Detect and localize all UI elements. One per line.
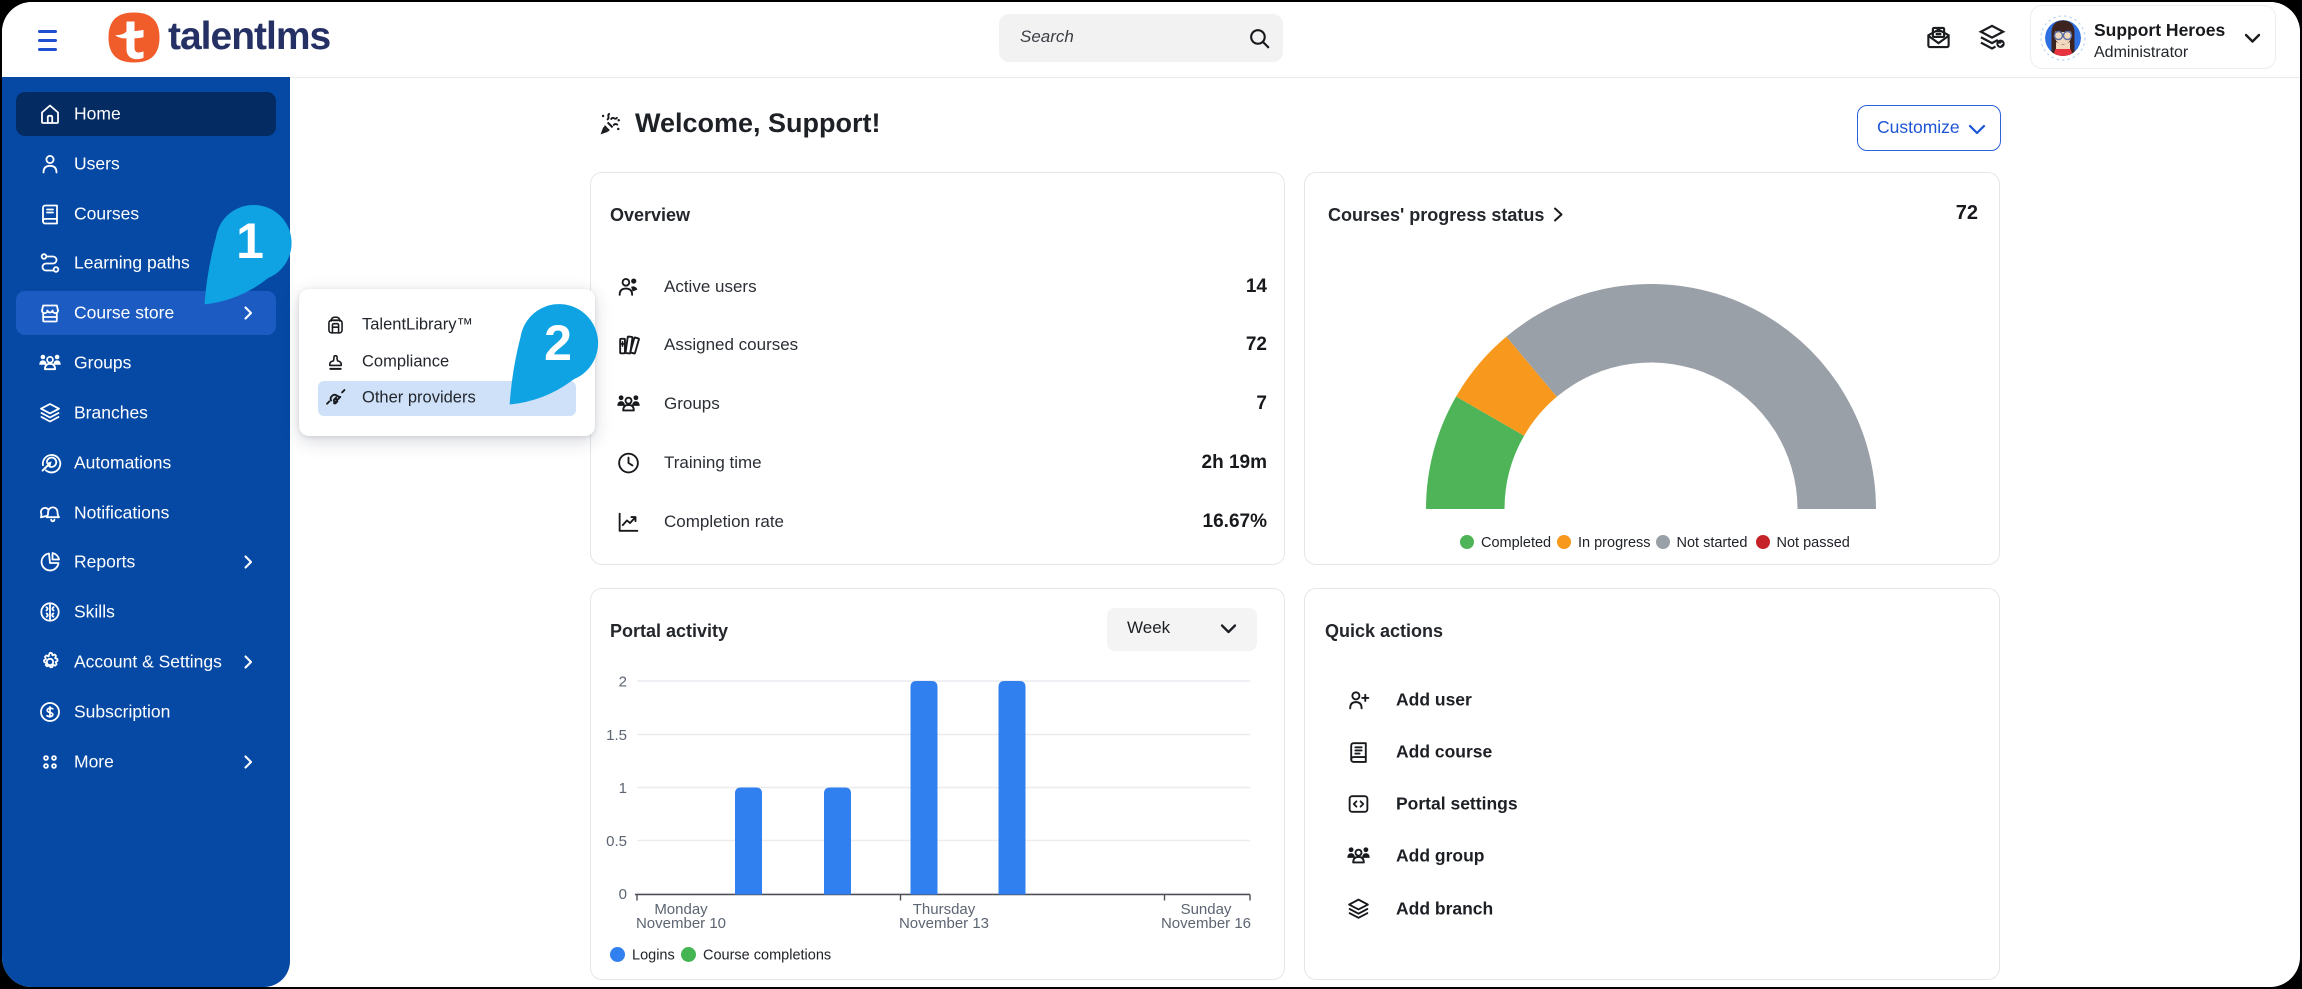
svg-text:2: 2 bbox=[619, 674, 627, 691]
svg-text:Monday: Monday bbox=[654, 901, 708, 918]
svg-text:0.5: 0.5 bbox=[606, 833, 627, 850]
svg-text:1.5: 1.5 bbox=[606, 727, 627, 744]
svg-text:Thursday: Thursday bbox=[913, 901, 976, 918]
svg-text:Sunday: Sunday bbox=[1181, 901, 1232, 918]
svg-text:0: 0 bbox=[619, 886, 627, 903]
svg-text:1: 1 bbox=[619, 780, 627, 797]
svg-text:November 13: November 13 bbox=[899, 915, 989, 932]
svg-text:November 16: November 16 bbox=[1161, 915, 1251, 932]
svg-text:November 10: November 10 bbox=[636, 915, 726, 932]
